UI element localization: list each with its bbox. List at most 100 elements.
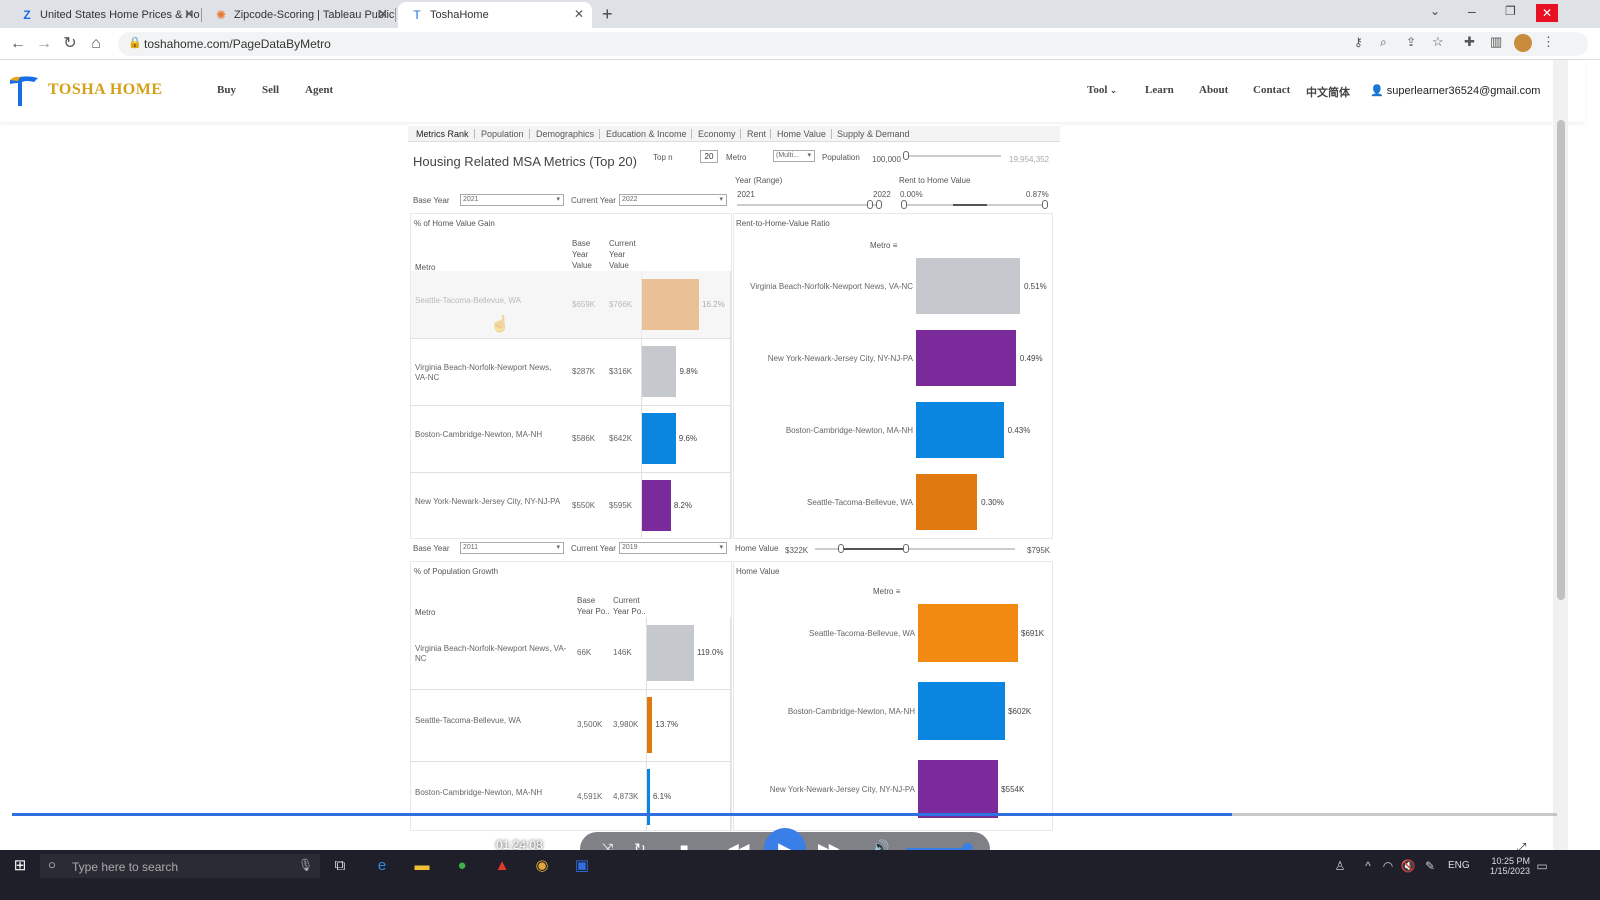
metro-filter-select[interactable]: (Multi... ▾ — [773, 150, 815, 162]
home-value-handle-end[interactable] — [903, 544, 909, 553]
top-n-input[interactable]: 20 — [700, 150, 718, 163]
windows-start-icon[interactable]: ⊞ — [13, 857, 27, 874]
wifi-icon[interactable]: ◠ — [1382, 859, 1394, 873]
close-icon[interactable]: ✕ — [183, 7, 194, 21]
minimize-icon[interactable]: – — [1468, 3, 1476, 19]
s1-current-year-select[interactable]: 2022 ▾ — [619, 194, 727, 206]
user-account[interactable]: 👤 superlearner36524@gmail.com — [1370, 84, 1540, 97]
table-row[interactable] — [410, 271, 730, 338]
home-value-gain-bar[interactable] — [642, 413, 676, 464]
taskbar-clock[interactable]: 10:25 PM 1/15/2023 — [1490, 856, 1530, 876]
restore-icon[interactable]: ❐ — [1505, 4, 1516, 18]
nav-contact[interactable]: Contact — [1253, 84, 1291, 96]
nav-agent[interactable]: Agent — [305, 84, 334, 96]
rent-ratio-bar[interactable] — [916, 402, 1004, 458]
home-value-gain-bar[interactable] — [642, 346, 677, 397]
back-icon[interactable]: ← — [10, 35, 26, 52]
close-icon[interactable]: ✕ — [377, 7, 388, 21]
home-value-bar[interactable] — [918, 760, 999, 818]
population-growth-bar[interactable] — [647, 769, 650, 825]
home-value-gain-bar[interactable] — [642, 480, 671, 531]
url-field[interactable]: 🔒 toshahome.com/PageDataByMetro ⚷ ⌕ ⇪ ☆ … — [118, 32, 1588, 56]
rent-ratio-bar[interactable] — [916, 258, 1020, 314]
site-logo-text[interactable]: TOSHA HOME — [48, 81, 163, 98]
table-row[interactable] — [410, 338, 730, 405]
rent-ratio-handle-end[interactable] — [1042, 200, 1048, 209]
bookmark-star-icon[interactable]: ☆ — [1432, 34, 1444, 49]
population-growth-bar[interactable] — [647, 697, 653, 753]
nav-learn[interactable]: Learn — [1145, 84, 1174, 96]
file-explorer-icon[interactable]: ▬ — [414, 857, 430, 874]
taskbar-search[interactable]: ○ Type here to search 🎙 — [40, 854, 320, 878]
home-value-bar[interactable] — [918, 682, 1006, 740]
microphone-icon[interactable]: 🎙 — [298, 858, 314, 872]
window-close-icon[interactable]: ✕ — [1536, 4, 1558, 22]
browser-tab-zillow[interactable]: Z United States Home Prices & Ho ✕ — [8, 2, 202, 28]
viz-tab-education-income[interactable]: Education & Income — [606, 129, 687, 139]
profile-avatar[interactable] — [1514, 34, 1532, 52]
viz-tab-rent[interactable]: Rent — [747, 129, 767, 139]
nav-language[interactable]: 中文简体 — [1306, 86, 1350, 99]
home-value-slider-track[interactable] — [815, 548, 1015, 550]
nav-sell[interactable]: Sell — [262, 84, 280, 96]
year-range-slider-track[interactable] — [737, 204, 882, 206]
speaker-muted-icon[interactable]: 🔇 — [1400, 859, 1416, 873]
viz-tab-home-value[interactable]: Home Value — [777, 129, 826, 139]
forward-icon[interactable]: → — [36, 35, 52, 52]
share-icon[interactable]: ⇪ — [1406, 35, 1417, 49]
nav-tool[interactable]: Tool ⌄ — [1087, 84, 1117, 96]
nav-buy[interactable]: Buy — [217, 84, 236, 96]
reload-icon[interactable]: ↻ — [63, 35, 77, 52]
volume-slider-handle[interactable] — [962, 843, 973, 854]
acrobat-icon[interactable]: ▲ — [494, 857, 510, 874]
year-range-handle-start[interactable] — [867, 200, 873, 209]
stop-icon[interactable]: ■ — [680, 840, 689, 856]
viz-tab-metrics-rank[interactable]: Metrics Rank — [416, 129, 469, 139]
shuffle-icon[interactable]: ⤨ — [602, 840, 614, 856]
tray-chevron-icon[interactable]: ^ — [1365, 859, 1371, 873]
population-slider-handle[interactable] — [903, 151, 909, 160]
scrollbar-thumb[interactable] — [1557, 120, 1565, 600]
extensions-icon[interactable]: ✚ — [1464, 34, 1475, 49]
home-icon[interactable]: ⌂ — [91, 35, 101, 52]
home-value-metro-header[interactable]: Metro ≡ — [873, 587, 900, 596]
page-scrollbar[interactable] — [1553, 60, 1568, 850]
viz-tab-economy[interactable]: Economy — [698, 129, 736, 139]
s2-base-year-select[interactable]: 2011 ▾ — [460, 542, 564, 554]
table-row[interactable] — [410, 472, 730, 539]
rent-ratio-handle-start[interactable] — [901, 200, 907, 209]
key-icon[interactable]: ⚷ — [1354, 35, 1363, 49]
population-slider-track[interactable] — [906, 155, 1001, 157]
repeat-icon[interactable]: ↻ — [634, 840, 646, 856]
rent-ratio-bar[interactable] — [916, 330, 1016, 386]
pen-icon[interactable]: ✎ — [1424, 859, 1436, 873]
home-value-handle-start[interactable] — [838, 544, 844, 553]
home-value-bar[interactable] — [918, 604, 1018, 662]
notifications-icon[interactable]: ▭ — [1536, 859, 1548, 873]
browser-tab-tableau[interactable]: ✺ Zipcode-Scoring | Tableau Public ✕ — [202, 2, 396, 28]
people-icon[interactable]: ♙ — [1334, 859, 1346, 873]
viz-tab-demographics[interactable]: Demographics — [536, 129, 595, 139]
chrome-icon[interactable]: ◉ — [535, 857, 549, 874]
video-progress-fill[interactable] — [12, 813, 1232, 816]
rent-ratio-bar[interactable] — [916, 474, 978, 530]
wechat-icon[interactable]: ● — [457, 857, 467, 874]
population-growth-bar[interactable] — [647, 625, 694, 681]
viz-tab-supply-demand[interactable]: Supply & Demand — [837, 129, 910, 139]
viz-tab-population[interactable]: Population — [481, 129, 524, 139]
task-view-icon[interactable]: ⧉ — [334, 857, 346, 874]
menu-icon[interactable]: ⋮ — [1542, 34, 1555, 49]
nav-about[interactable]: About — [1199, 84, 1229, 96]
browser-tab-toshahome[interactable]: T ToshaHome ✕ — [398, 2, 592, 28]
year-range-handle-end[interactable] — [876, 200, 882, 209]
s2-current-year-select[interactable]: 2019 ▾ — [619, 542, 727, 554]
edge-icon[interactable]: e — [377, 857, 387, 874]
language-indicator[interactable]: ENG — [1448, 860, 1470, 871]
media-player-icon[interactable]: ▣ — [574, 857, 590, 874]
table-row[interactable] — [410, 405, 730, 472]
fullscreen-icon[interactable]: ⤢ — [1516, 840, 1527, 855]
side-panel-icon[interactable]: ▥ — [1490, 34, 1503, 49]
tosha-logo-icon[interactable] — [8, 74, 40, 108]
new-tab-icon[interactable]: + — [602, 4, 613, 24]
zoom-icon[interactable]: ⌕ — [1380, 35, 1387, 49]
